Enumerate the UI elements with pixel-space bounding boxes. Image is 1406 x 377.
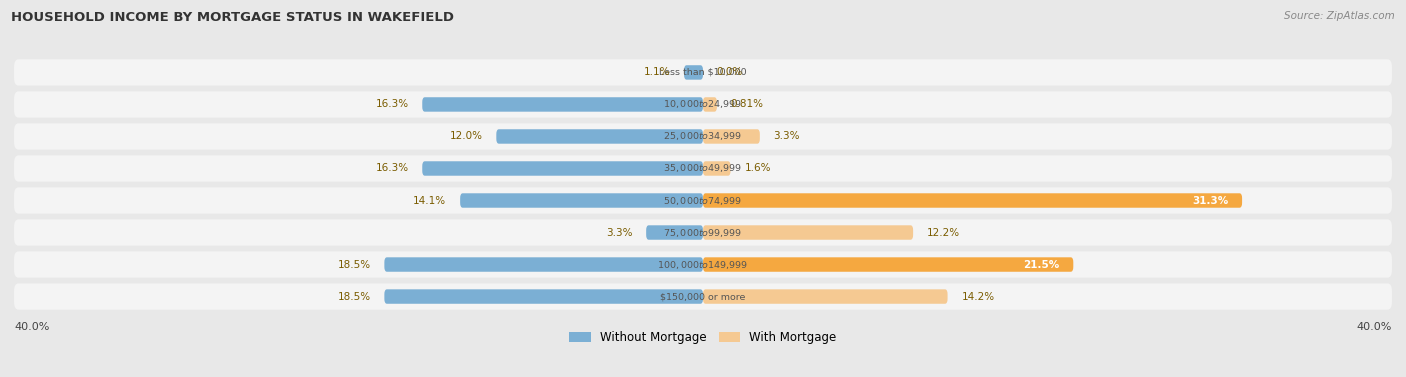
- FancyBboxPatch shape: [14, 187, 1392, 214]
- Text: $35,000 to $49,999: $35,000 to $49,999: [664, 162, 742, 175]
- Text: 1.6%: 1.6%: [744, 164, 770, 173]
- Text: Less than $10,000: Less than $10,000: [659, 68, 747, 77]
- Text: 18.5%: 18.5%: [337, 259, 371, 270]
- Text: 18.5%: 18.5%: [337, 291, 371, 302]
- Text: 12.0%: 12.0%: [450, 132, 482, 141]
- FancyBboxPatch shape: [460, 193, 703, 208]
- FancyBboxPatch shape: [703, 193, 1241, 208]
- Text: 3.3%: 3.3%: [773, 132, 800, 141]
- Text: 40.0%: 40.0%: [14, 322, 49, 332]
- FancyBboxPatch shape: [14, 251, 1392, 277]
- Text: 16.3%: 16.3%: [375, 164, 409, 173]
- Text: 14.1%: 14.1%: [413, 196, 446, 205]
- FancyBboxPatch shape: [14, 219, 1392, 246]
- Text: 0.81%: 0.81%: [731, 100, 763, 109]
- FancyBboxPatch shape: [703, 97, 717, 112]
- FancyBboxPatch shape: [14, 59, 1392, 86]
- Legend: Without Mortgage, With Mortgage: Without Mortgage, With Mortgage: [565, 326, 841, 349]
- FancyBboxPatch shape: [14, 155, 1392, 182]
- FancyBboxPatch shape: [14, 284, 1392, 310]
- Text: 14.2%: 14.2%: [962, 291, 994, 302]
- FancyBboxPatch shape: [422, 161, 703, 176]
- Text: 31.3%: 31.3%: [1192, 196, 1229, 205]
- FancyBboxPatch shape: [703, 161, 731, 176]
- FancyBboxPatch shape: [14, 123, 1392, 150]
- Text: 16.3%: 16.3%: [375, 100, 409, 109]
- FancyBboxPatch shape: [384, 257, 703, 272]
- FancyBboxPatch shape: [384, 289, 703, 304]
- Text: 40.0%: 40.0%: [1357, 322, 1392, 332]
- FancyBboxPatch shape: [685, 65, 703, 80]
- FancyBboxPatch shape: [703, 129, 759, 144]
- Text: 21.5%: 21.5%: [1024, 259, 1060, 270]
- Text: $10,000 to $24,999: $10,000 to $24,999: [664, 98, 742, 110]
- Text: $75,000 to $99,999: $75,000 to $99,999: [664, 227, 742, 239]
- FancyBboxPatch shape: [496, 129, 703, 144]
- FancyBboxPatch shape: [703, 225, 912, 240]
- FancyBboxPatch shape: [703, 289, 948, 304]
- FancyBboxPatch shape: [14, 91, 1392, 118]
- Text: $100,000 to $149,999: $100,000 to $149,999: [658, 259, 748, 271]
- Text: Source: ZipAtlas.com: Source: ZipAtlas.com: [1284, 11, 1395, 21]
- FancyBboxPatch shape: [647, 225, 703, 240]
- Text: $50,000 to $74,999: $50,000 to $74,999: [664, 195, 742, 207]
- Text: $25,000 to $34,999: $25,000 to $34,999: [664, 130, 742, 143]
- Text: 1.1%: 1.1%: [644, 67, 671, 77]
- Text: 12.2%: 12.2%: [927, 227, 960, 238]
- Text: HOUSEHOLD INCOME BY MORTGAGE STATUS IN WAKEFIELD: HOUSEHOLD INCOME BY MORTGAGE STATUS IN W…: [11, 11, 454, 24]
- Text: 0.0%: 0.0%: [717, 67, 742, 77]
- FancyBboxPatch shape: [703, 257, 1073, 272]
- FancyBboxPatch shape: [422, 97, 703, 112]
- Text: $150,000 or more: $150,000 or more: [661, 292, 745, 301]
- Text: 3.3%: 3.3%: [606, 227, 633, 238]
